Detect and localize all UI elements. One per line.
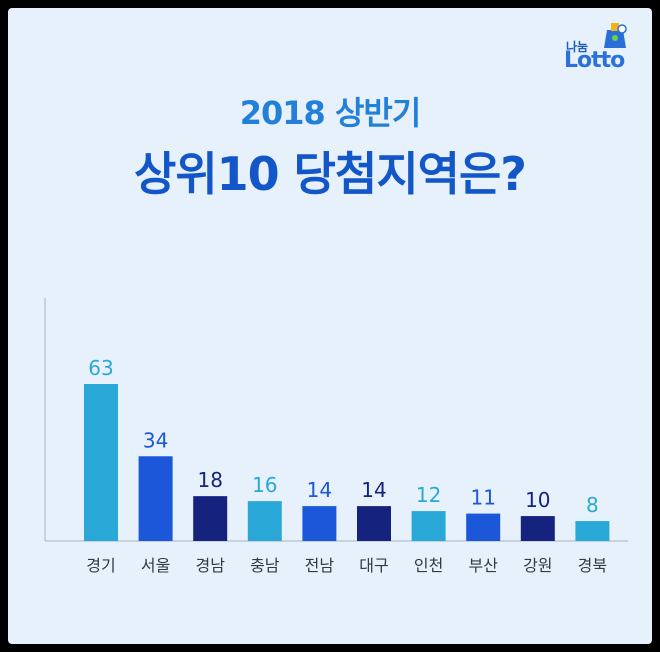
- bar-9: [520, 516, 555, 541]
- bar-6: [357, 506, 391, 541]
- category-label: 서울: [141, 556, 170, 575]
- category-label: 경북: [578, 556, 607, 575]
- category-label: 충남: [250, 556, 280, 575]
- value-label: 11: [470, 486, 495, 510]
- bar-2: [138, 456, 173, 541]
- category-label: 경남: [195, 556, 225, 575]
- chart-title: 상위10 당첨지역은?: [134, 147, 527, 201]
- bar-chart: 63 경기 34 서울 18 경남 16 충남 14 전남 14 대구 12 인천 11 부산 10 강원 8 경북: [44, 298, 628, 575]
- value-label: 10: [525, 488, 550, 512]
- bar-3: [193, 496, 228, 541]
- logo-bottom-text: Lotto: [564, 48, 625, 73]
- value-label: 8: [586, 493, 599, 517]
- value-label: 12: [416, 483, 441, 507]
- bar-5: [302, 506, 337, 541]
- logo-top-text: 나눔: [566, 40, 589, 54]
- category-label: 부산: [468, 556, 498, 575]
- category-label: 경기: [86, 556, 115, 575]
- bar-8: [466, 513, 501, 541]
- value-label: 16: [252, 473, 277, 497]
- nanum-lotto-logo: 나눔 Lotto: [560, 20, 630, 74]
- bar-10: [575, 521, 610, 541]
- bar-1: [84, 384, 118, 541]
- value-label: 14: [361, 478, 386, 502]
- value-label: 18: [197, 468, 222, 492]
- category-label: 대구: [359, 556, 388, 575]
- lotto-bag-icon: [604, 23, 627, 48]
- category-label: 전남: [305, 556, 335, 575]
- category-label: 강원: [523, 556, 552, 575]
- infographic-card: 나눔 Lotto 2018 상반기 상위10 당첨지역은? 63 경기 34 서울 18…: [8, 8, 652, 644]
- bar-7: [411, 511, 446, 541]
- value-label: 14: [307, 478, 332, 502]
- bar-4: [247, 501, 282, 541]
- value-label: 63: [88, 356, 113, 380]
- chart-subtitle: 2018 상반기: [239, 94, 422, 132]
- value-label: 34: [143, 428, 168, 452]
- category-label: 인천: [414, 556, 443, 575]
